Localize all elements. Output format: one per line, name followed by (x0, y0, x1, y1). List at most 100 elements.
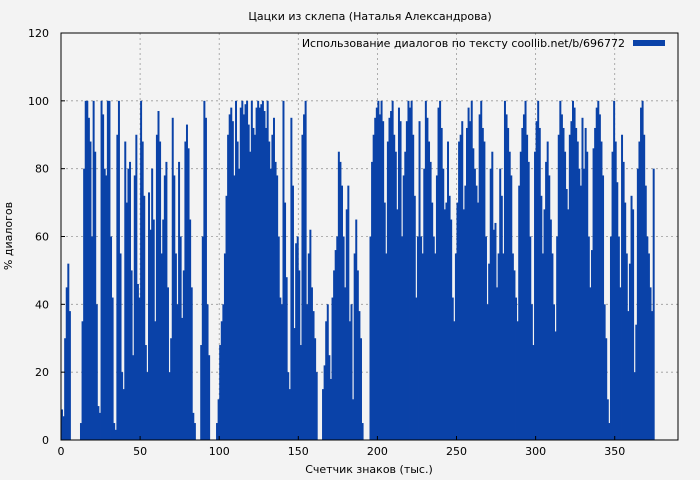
x-tick-label: 200 (367, 445, 388, 458)
y-axis-label: % диалогов (2, 202, 15, 270)
bar (372, 134, 375, 440)
bar (535, 121, 538, 440)
bar (638, 141, 641, 441)
bar (140, 100, 143, 440)
bar (249, 151, 252, 441)
bar (611, 151, 614, 441)
bar (244, 104, 247, 440)
bar (590, 250, 593, 440)
bar (641, 100, 644, 440)
x-tick-label: 0 (58, 445, 65, 458)
bar (466, 127, 468, 440)
bar (329, 378, 332, 440)
bar (312, 311, 315, 440)
bar (208, 355, 211, 440)
bar (442, 168, 445, 440)
bar (246, 100, 249, 440)
x-tick-label: 250 (446, 445, 467, 458)
bar (265, 127, 268, 440)
bar (630, 195, 633, 440)
bar (386, 141, 389, 441)
bar (160, 253, 163, 440)
bar (360, 338, 362, 440)
bar (404, 151, 407, 441)
bar (176, 304, 179, 440)
bar (369, 236, 372, 440)
bar (152, 219, 155, 440)
bar (500, 195, 503, 440)
bar (564, 151, 567, 441)
bar (401, 236, 404, 440)
bar (461, 121, 464, 440)
bar (409, 107, 412, 440)
bar (236, 141, 239, 441)
bar (513, 270, 516, 440)
bar (435, 175, 438, 440)
bar (108, 100, 111, 440)
bar (583, 168, 586, 440)
bar (355, 219, 358, 440)
bar (149, 229, 152, 440)
bar (260, 104, 263, 440)
bar (445, 202, 448, 440)
bar (223, 253, 226, 440)
bar (95, 304, 98, 440)
bar (233, 175, 236, 440)
bar (151, 168, 154, 440)
bar (298, 270, 301, 440)
bar (609, 236, 612, 440)
bar (632, 209, 635, 440)
bar (489, 168, 492, 440)
bar (261, 100, 264, 440)
bar (492, 229, 495, 440)
bar (511, 253, 514, 440)
bar (61, 409, 63, 440)
bar (551, 253, 554, 440)
bar (67, 263, 70, 440)
bar (113, 423, 116, 440)
bar (385, 253, 388, 440)
bar (344, 287, 347, 440)
bar (296, 236, 299, 440)
bar (291, 185, 294, 440)
bar (543, 209, 546, 440)
bar (98, 412, 101, 440)
bar (646, 236, 649, 440)
bar (252, 127, 255, 440)
bar (546, 141, 549, 441)
bar (488, 263, 491, 440)
bar (336, 236, 339, 440)
bar (353, 253, 356, 440)
bar (309, 229, 312, 440)
bar (429, 161, 432, 440)
y-tick-label: 0 (42, 434, 49, 447)
bar (87, 117, 90, 441)
bar (597, 100, 600, 440)
bar (125, 202, 128, 440)
bar (624, 202, 627, 440)
bar (334, 250, 337, 440)
bar (358, 311, 361, 440)
bar (526, 134, 529, 440)
x-tick-label: 50 (133, 445, 147, 458)
bar (635, 324, 638, 440)
bar (560, 114, 563, 441)
bar (557, 134, 560, 440)
x-tick-label: 150 (288, 445, 309, 458)
x-axis: 0 50 100 150 200 250 300 350 (58, 436, 625, 458)
bar (178, 161, 181, 440)
bar (432, 236, 435, 440)
bar (94, 151, 97, 441)
bar (219, 345, 222, 440)
bar (644, 185, 647, 440)
bar (337, 151, 340, 441)
bar (257, 100, 260, 440)
bar (598, 114, 601, 441)
bar (415, 297, 418, 440)
bar (222, 304, 225, 440)
bar (475, 185, 478, 440)
bar (541, 253, 544, 440)
bar (534, 151, 537, 441)
bar (170, 338, 173, 440)
bar (304, 100, 307, 440)
